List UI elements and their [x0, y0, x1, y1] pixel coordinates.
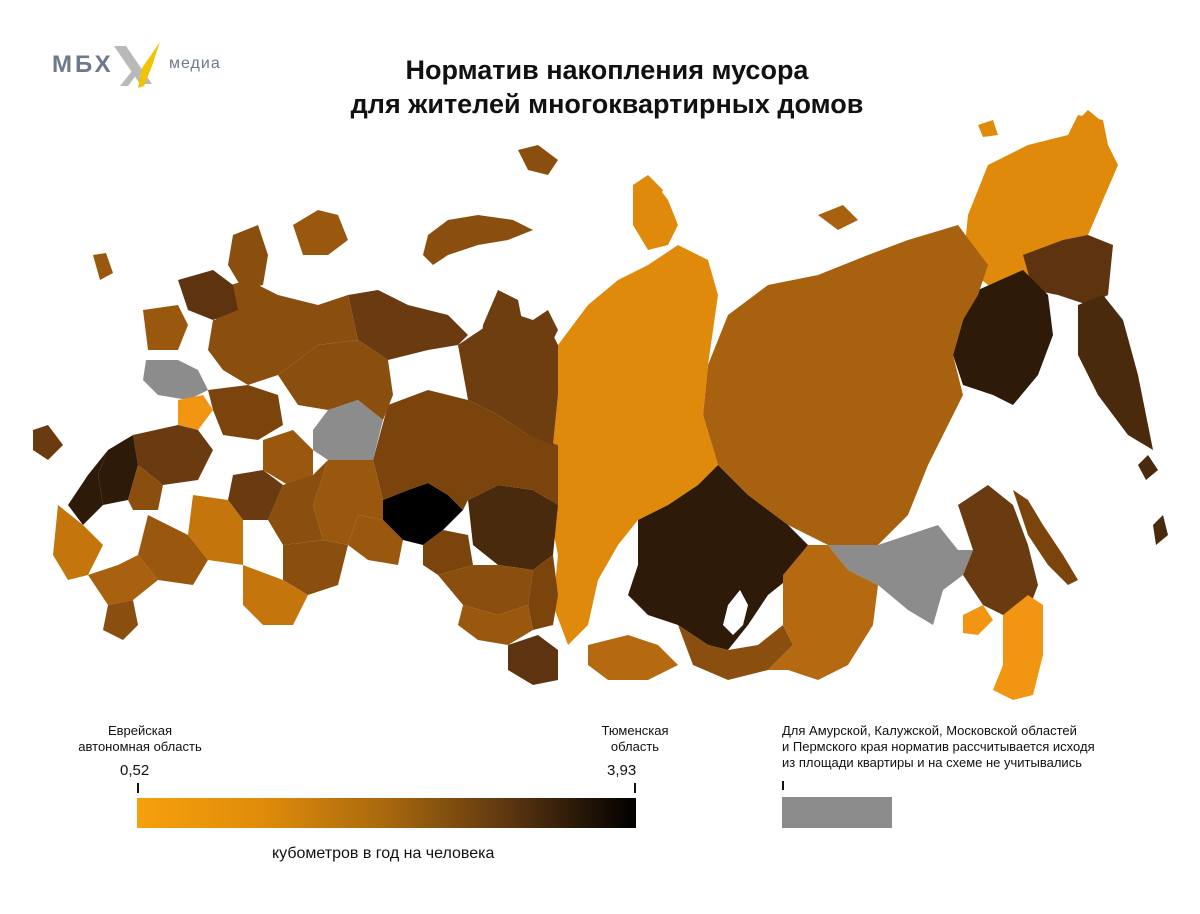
region-crimea: [33, 425, 63, 460]
region-yakutia: [703, 225, 988, 545]
region-kaluga: [178, 395, 213, 430]
region-kaliningrad: [93, 253, 113, 280]
logo-media: медиа: [169, 55, 221, 72]
region-kurgan: [348, 515, 403, 565]
region-perm: [313, 400, 383, 460]
legend-max-value: 3,93: [607, 762, 637, 779]
region-krasnoyarsk: [548, 245, 718, 645]
legend-min-region: Еврейская автономная область: [60, 723, 220, 755]
logo-brand: МБХ: [52, 51, 114, 78]
region-central-1: [208, 315, 278, 385]
region-central-2: [208, 385, 283, 440]
region-novosibirsk-islands: [818, 205, 858, 230]
region-khabarovsk: [953, 270, 1053, 405]
region-samara: [228, 470, 283, 520]
legend-color-scale: [137, 798, 636, 828]
note-line-2: и Пермского края норматив рассчитывается…: [782, 739, 1095, 754]
note-tick: [782, 781, 784, 790]
note-line-3: из площади квартиры и на схеме не учитыв…: [782, 755, 1082, 770]
region-severnaya-zemlya: [633, 175, 663, 205]
region-buryatia: [678, 625, 793, 680]
region-orenburg: [243, 565, 308, 625]
region-baikal: [723, 590, 748, 635]
region-voronezh: [133, 425, 213, 485]
region-novosibirsk: [438, 565, 533, 615]
legend-min-region-line-1: Еврейская: [107, 723, 173, 738]
page-title: Норматив накопления мусора для жителей м…: [250, 53, 964, 121]
region-kurils: [1138, 455, 1158, 480]
region-tomsk: [468, 485, 558, 570]
legend-max-region: Тюменская область: [570, 723, 700, 755]
region-bashkortostan: [268, 460, 328, 545]
region-zabaykalsky: [768, 545, 878, 680]
region-karelia: [228, 225, 268, 290]
region-kurils-2: [1153, 515, 1168, 545]
region-krasnodar: [53, 505, 103, 580]
region-komi: [278, 340, 393, 420]
logo: МБХ медиа: [52, 40, 232, 90]
region-tuva: [588, 635, 678, 680]
region-franz-josef: [518, 145, 558, 175]
note-line-1: Для Амурской, Калужской, Московской обла…: [782, 723, 1077, 738]
excluded-regions-note: Для Амурской, Калужской, Московской обла…: [782, 723, 1162, 771]
region-moscow: [143, 360, 208, 400]
legend-max-region-line-2: область: [610, 739, 660, 754]
region-pskov: [143, 305, 188, 350]
region-tyumen: [383, 483, 463, 545]
region-novaya-zemlya: [423, 215, 533, 265]
region-kamchatka: [1078, 295, 1153, 450]
region-volgograd: [138, 515, 208, 585]
region-chukotka-tip: [1073, 110, 1100, 135]
region-altai-krai: [458, 605, 533, 645]
region-amur: [828, 525, 973, 625]
legend-min-value: 0,52: [120, 762, 150, 779]
region-sakhalin: [1013, 490, 1078, 585]
region-sverdlovsk: [313, 460, 383, 545]
region-chelyabinsk: [283, 540, 348, 595]
region-saratov: [188, 495, 243, 565]
region-tatarstan: [263, 430, 313, 485]
legend-max-region-line-1: Тюменская: [601, 723, 669, 738]
region-nenets: [348, 290, 468, 360]
region-rostov: [68, 450, 108, 525]
region-khabarovsk-south: [958, 485, 1038, 625]
region-kursk: [128, 465, 163, 510]
region-stavropol: [88, 555, 158, 605]
region-primorye: [993, 595, 1043, 700]
title-line-1: Норматив накопления мусора: [405, 55, 809, 85]
region-khanty: [373, 390, 558, 510]
region-gydan: [533, 310, 558, 350]
legend-max-tick: [634, 783, 636, 793]
region-omsk: [423, 530, 473, 575]
region-irkutsk: [628, 465, 808, 650]
legend-unit: кубометров в год на человека: [272, 845, 495, 862]
excluded-color-swatch: [782, 797, 892, 828]
region-altai: [508, 635, 558, 685]
region-jewish-ao: [963, 605, 993, 635]
region-wrangel: [978, 120, 998, 137]
region-yamal-peninsula: [478, 290, 523, 385]
legend-min-region-line-2: автономная область: [78, 739, 202, 754]
russia-choropleth-map: [33, 110, 1168, 700]
title-line-2: для жителей многоквартирных домов: [350, 89, 864, 119]
region-dagestan: [103, 600, 138, 640]
logo-x-icon: [114, 42, 160, 88]
region-kemerovo: [528, 555, 558, 630]
legend-min-tick: [137, 783, 139, 793]
region-belgorod: [98, 435, 138, 505]
region-murmansk: [293, 210, 348, 255]
region-leningrad: [178, 270, 238, 320]
region-magadan: [1023, 235, 1113, 305]
